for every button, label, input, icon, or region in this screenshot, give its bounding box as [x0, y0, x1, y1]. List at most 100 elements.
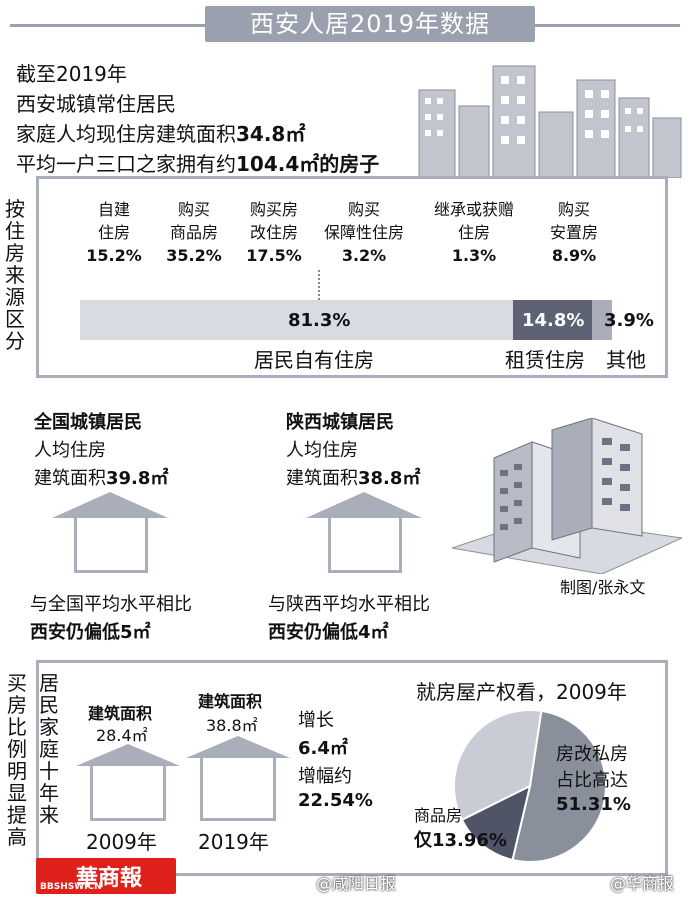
- category-reform: 购买房 改住房 17.5%: [232, 198, 316, 267]
- intro-line-3-value: 34.8㎡: [236, 122, 306, 146]
- intro-line-4-value: 104.4㎡: [236, 152, 320, 176]
- growth-side-label-a: 买房比例明显提高: [7, 671, 27, 849]
- category-commercial: 购买 商品房 35.2%: [152, 198, 236, 267]
- shaanxi-compare-value: 4㎡: [358, 622, 389, 643]
- bar-segment-rent: [513, 300, 592, 340]
- city-skyline-illustration: [418, 65, 682, 178]
- shaanxi-line-1: 陕西城镇居民: [286, 412, 394, 433]
- bar-value-own: 81.3%: [288, 310, 351, 331]
- year-2019: 2019年: [198, 830, 269, 854]
- growth-side-label-b: 居民家庭十年来: [39, 671, 59, 827]
- bar-label-other: 其他: [606, 348, 646, 372]
- page-title: 西安人居2019年数据: [249, 10, 491, 38]
- house-2019-label: 建筑面积: [198, 692, 263, 711]
- logo-text: 華商報: [76, 865, 143, 891]
- category-label-2: 保障性住房: [323, 223, 404, 242]
- logo-subtext: BBSHSWICN: [40, 882, 102, 892]
- title-bar: 西安人居2019年数据: [205, 6, 535, 42]
- category-value: 3.2%: [341, 246, 387, 265]
- category-label-2: 安置房: [549, 223, 598, 242]
- category-label-2: 商品房: [169, 223, 218, 242]
- pie-slice-other: [453, 709, 543, 822]
- housing-stacked-bar: [80, 300, 612, 340]
- category-affordable: 购买 保障性住房 3.2%: [312, 198, 416, 267]
- national-compare-value: 5㎡: [120, 622, 151, 643]
- category-label-2: 住房: [97, 223, 130, 242]
- bar-value-other: 3.9%: [604, 310, 654, 331]
- category-inherited: 继承或获赠 住房 1.3%: [422, 198, 526, 267]
- intro-line-3: 家庭人均现住房建筑面积34.8㎡: [16, 118, 305, 147]
- category-label-1: 购买房: [249, 200, 298, 219]
- house-roof: [76, 744, 180, 766]
- rate-label: 增幅约: [298, 766, 352, 787]
- national-line-3: 建筑面积39.8㎡: [34, 464, 168, 490]
- logo-watermark: 華商報 BBSHSWICN: [36, 858, 176, 894]
- shaanxi-line-3-value: 38.8㎡: [358, 468, 421, 489]
- title-rule-right: [535, 24, 680, 27]
- category-resettlement: 购买 安置房 8.9%: [532, 198, 616, 267]
- house-roof: [306, 492, 422, 518]
- pie-label-commercial: 商品房: [414, 806, 463, 825]
- pie-label-commercial-2: 仅13.96%: [414, 826, 507, 852]
- national-compare-prefix: 西安仍偏低: [30, 622, 120, 643]
- house-icon-national: [52, 492, 168, 573]
- dotted-connector: [318, 270, 320, 300]
- watermark-right: @华商报: [610, 874, 675, 893]
- national-line-3-prefix: 建筑面积: [34, 468, 106, 489]
- bar-label-rent: 租赁住房: [505, 348, 585, 372]
- category-label-1: 购买: [347, 200, 380, 219]
- house-2009-label: 建筑面积: [88, 704, 153, 723]
- category-label-2: 住房: [457, 223, 490, 242]
- rate-value: 22.54%: [298, 790, 373, 811]
- category-value: 15.2%: [86, 246, 142, 265]
- bar-segment-own: [80, 300, 513, 340]
- shaanxi-compare-line-2: 西安仍偏低4㎡: [268, 618, 389, 644]
- house-2019-value: 38.8㎡: [206, 716, 258, 735]
- pie-label-commercial-prefix: 仅: [414, 830, 432, 851]
- category-value: 35.2%: [166, 246, 222, 265]
- national-line-3-value: 39.8㎡: [106, 468, 169, 489]
- intro-line-4-prefix: 平均一户三口之家拥有约: [16, 152, 236, 176]
- intro-line-4: 平均一户三口之家拥有约104.4㎡的房子: [16, 148, 379, 177]
- category-label-1: 继承或获赠: [433, 200, 514, 219]
- shaanxi-line-2: 人均住房: [286, 440, 358, 461]
- bar-segment-other: [592, 300, 612, 340]
- ownership-pie-chart: [453, 709, 608, 863]
- house-roof: [52, 492, 168, 518]
- shaanxi-compare-prefix: 西安仍偏低: [268, 622, 358, 643]
- national-compare-line-1: 与全国平均水平相比: [30, 594, 192, 615]
- house-icon-shaanxi: [306, 492, 422, 573]
- increase-label: 增长: [298, 710, 334, 731]
- shaanxi-line-3-prefix: 建筑面积: [286, 468, 358, 489]
- national-line-1: 全国城镇居民: [34, 412, 142, 433]
- house-2009-value: 28.4㎡: [96, 726, 148, 745]
- house-icon-2019: [186, 736, 290, 821]
- title-rule-left: [10, 24, 205, 27]
- increase-value: 6.4㎡: [298, 738, 348, 759]
- shaanxi-line-3: 建筑面积38.8㎡: [286, 464, 420, 490]
- category-label-2: 改住房: [249, 223, 298, 242]
- category-self-built: 自建 住房 15.2%: [72, 198, 156, 267]
- housing-source-side-label: 按住房来源区分: [5, 197, 25, 353]
- category-value: 17.5%: [246, 246, 302, 265]
- pie-value-commercial: 13.96%: [432, 830, 507, 851]
- house-icon-2009: [76, 744, 180, 821]
- apartment-building-illustration: [452, 418, 682, 574]
- category-label-1: 自建: [97, 200, 130, 219]
- intro-line-4-suffix: 的房子: [319, 152, 380, 176]
- national-compare-line-2: 西安仍偏低5㎡: [30, 618, 151, 644]
- pie-value-reform: 51.31%: [556, 794, 631, 815]
- house-roof: [186, 736, 290, 758]
- house-body: [200, 758, 276, 821]
- category-label-1: 购买: [557, 200, 590, 219]
- bar-value-rent: 14.8%: [522, 310, 585, 331]
- year-2009: 2009年: [86, 830, 157, 854]
- category-label-1: 购买: [177, 200, 210, 219]
- category-value: 8.9%: [551, 246, 597, 265]
- shaanxi-compare-line-1: 与陕西平均水平相比: [268, 594, 430, 615]
- national-line-2: 人均住房: [34, 440, 106, 461]
- house-body: [90, 766, 166, 821]
- house-body: [74, 518, 148, 573]
- pie-label-reform-2: 占比高达: [556, 770, 628, 791]
- ownership-title: 就房屋产权看，2009年: [416, 680, 627, 704]
